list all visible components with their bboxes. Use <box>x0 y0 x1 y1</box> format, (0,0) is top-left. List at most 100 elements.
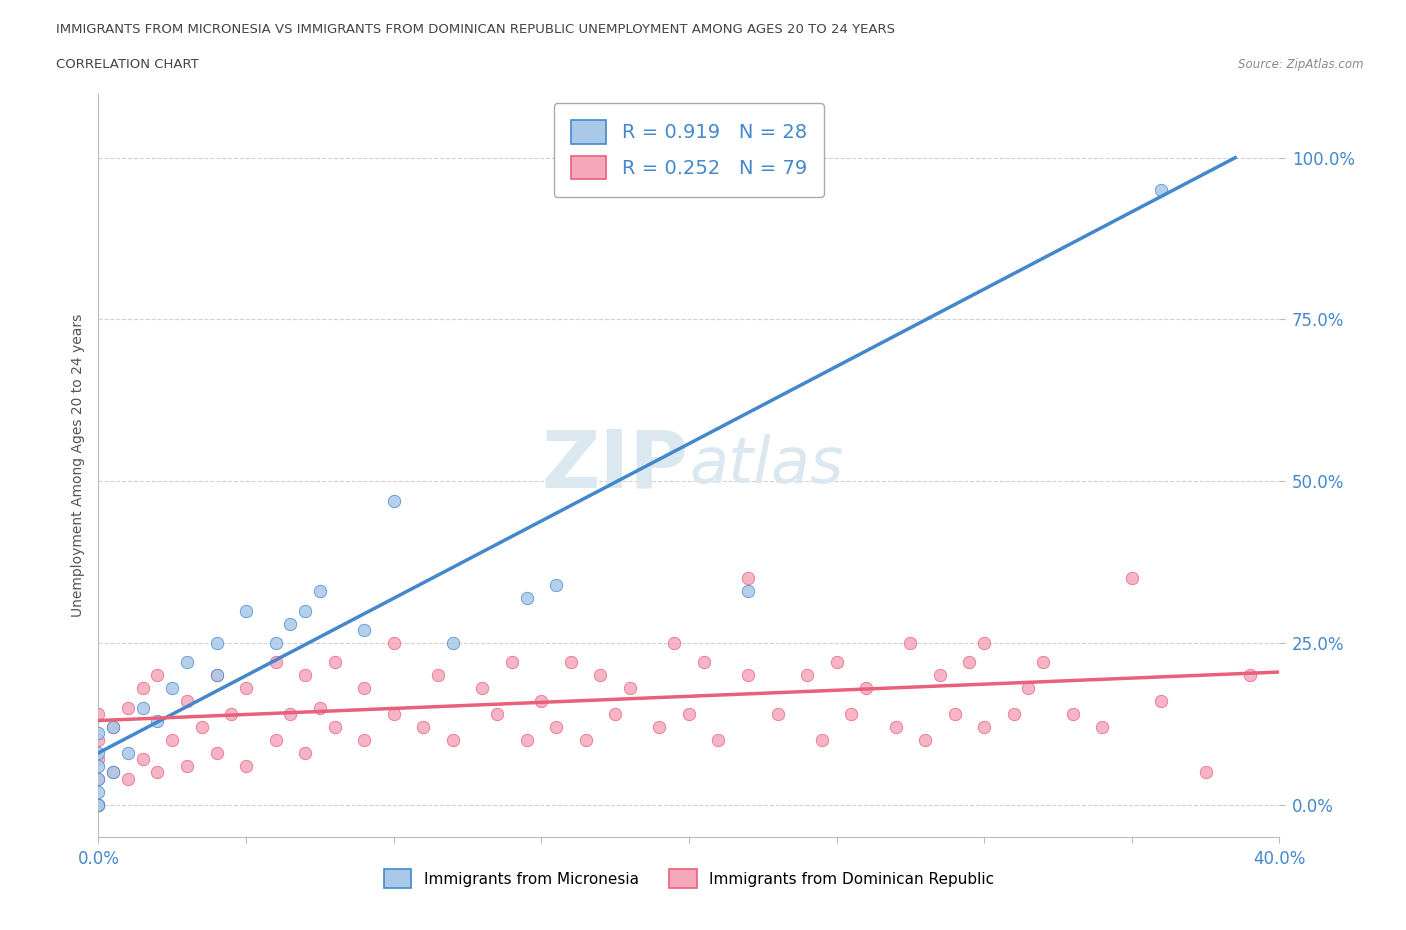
Point <box>810 733 832 748</box>
Point <box>441 733 464 748</box>
Point <box>737 571 759 586</box>
Point <box>146 668 169 683</box>
Point <box>737 584 759 599</box>
Point <box>205 668 228 683</box>
Point <box>117 746 139 761</box>
Point <box>678 707 700 722</box>
Point <box>825 655 848 670</box>
Point <box>87 752 110 767</box>
Point <box>294 668 316 683</box>
Point <box>605 707 627 722</box>
Text: atlas: atlas <box>689 434 844 496</box>
Point <box>501 655 523 670</box>
Point <box>973 720 995 735</box>
Point <box>87 707 110 722</box>
Point <box>146 764 169 779</box>
Point <box>855 681 877 696</box>
Point <box>515 733 537 748</box>
Point <box>412 720 434 735</box>
Point <box>839 707 862 722</box>
Point <box>294 604 316 618</box>
Point <box>132 700 155 715</box>
Point <box>353 622 375 637</box>
Point <box>471 681 494 696</box>
Point <box>693 655 716 670</box>
Point <box>427 668 450 683</box>
Point <box>1062 707 1084 722</box>
Point <box>87 733 110 748</box>
Point <box>1239 668 1261 683</box>
Point <box>928 668 950 683</box>
Point <box>441 635 464 650</box>
Point <box>117 771 139 786</box>
Point <box>544 720 567 735</box>
Point <box>943 707 966 722</box>
Point <box>87 771 110 786</box>
Point <box>235 681 257 696</box>
Point <box>382 635 405 650</box>
Point <box>103 720 125 735</box>
Text: IMMIGRANTS FROM MICRONESIA VS IMMIGRANTS FROM DOMINICAN REPUBLIC UNEMPLOYMENT AM: IMMIGRANTS FROM MICRONESIA VS IMMIGRANTS… <box>56 23 896 36</box>
Point <box>103 764 125 779</box>
Point <box>132 752 155 767</box>
Point <box>1032 655 1054 670</box>
Point <box>176 694 198 709</box>
Point <box>382 493 405 508</box>
Legend: Immigrants from Micronesia, Immigrants from Dominican Republic: Immigrants from Micronesia, Immigrants f… <box>371 857 1007 900</box>
Point <box>87 771 110 786</box>
Point <box>544 578 567 592</box>
Point <box>278 616 302 631</box>
Point <box>589 668 612 683</box>
Point <box>176 758 198 773</box>
Point <box>162 733 183 748</box>
Point <box>264 733 287 748</box>
Point <box>707 733 730 748</box>
Point <box>353 733 375 748</box>
Point <box>530 694 553 709</box>
Point <box>205 635 228 650</box>
Point <box>264 635 287 650</box>
Point <box>309 584 332 599</box>
Point <box>278 707 302 722</box>
Point <box>235 604 257 618</box>
Point <box>914 733 936 748</box>
Point <box>1121 571 1143 586</box>
Text: ZIP: ZIP <box>541 426 689 504</box>
Point <box>176 655 198 670</box>
Point <box>737 668 759 683</box>
Point <box>103 764 125 779</box>
Point <box>574 733 596 748</box>
Point <box>87 797 110 812</box>
Point <box>766 707 789 722</box>
Point <box>486 707 509 722</box>
Point <box>515 591 537 605</box>
Point <box>973 635 995 650</box>
Y-axis label: Unemployment Among Ages 20 to 24 years: Unemployment Among Ages 20 to 24 years <box>70 313 84 617</box>
Text: Source: ZipAtlas.com: Source: ZipAtlas.com <box>1239 58 1364 71</box>
Point <box>103 720 125 735</box>
Point <box>191 720 214 735</box>
Point <box>1017 681 1039 696</box>
Point <box>560 655 582 670</box>
Point <box>205 746 228 761</box>
Point <box>235 758 257 773</box>
Point <box>796 668 818 683</box>
Point <box>87 726 110 741</box>
Point <box>309 700 332 715</box>
Point <box>323 655 346 670</box>
Point <box>132 681 155 696</box>
Point <box>162 681 183 696</box>
Point <box>87 797 110 812</box>
Point <box>1150 182 1173 197</box>
Point <box>884 720 907 735</box>
Point <box>87 797 110 812</box>
Point <box>87 758 110 773</box>
Point <box>1150 694 1173 709</box>
Point <box>382 707 405 722</box>
Point <box>146 713 169 728</box>
Point <box>353 681 375 696</box>
Point <box>323 720 346 735</box>
Point <box>664 635 686 650</box>
Point <box>205 668 228 683</box>
Point <box>87 784 110 799</box>
